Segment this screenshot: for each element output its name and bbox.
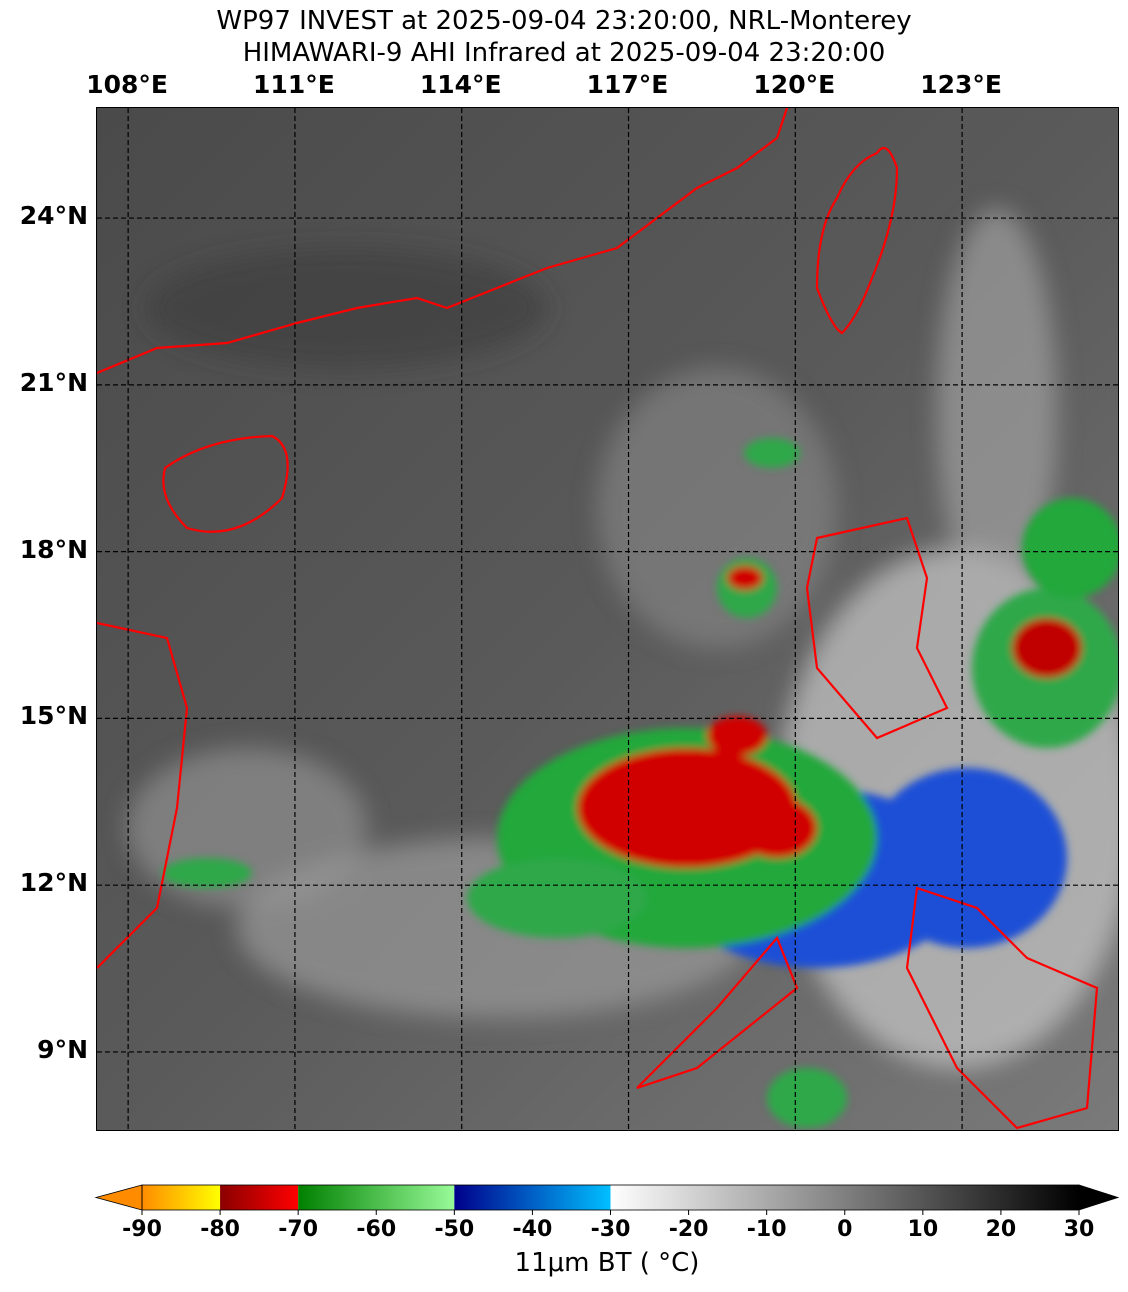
colorbar-tick-label: -60 bbox=[356, 1217, 397, 1242]
lat-tick-label: 18°N bbox=[19, 534, 88, 564]
colorbar-tick-label: -90 bbox=[122, 1217, 162, 1242]
lon-tick-label: 114°E bbox=[419, 70, 502, 99]
colorbar-tick-label: 0 bbox=[837, 1217, 853, 1242]
lat-tick-label: 21°N bbox=[19, 367, 88, 397]
lat-tick-label: 15°N bbox=[19, 701, 88, 731]
figure-title-line2: HIMAWARI-9 AHI Infrared at 2025-09-04 23… bbox=[242, 38, 886, 68]
colorbar-extend-min bbox=[94, 1184, 143, 1211]
colorbar-tick-label: -70 bbox=[278, 1217, 319, 1242]
satellite-image-map bbox=[96, 107, 1119, 1131]
colorbar-tick-label: -50 bbox=[434, 1217, 475, 1242]
lat-tick-label: 12°N bbox=[19, 868, 88, 898]
gridlines bbox=[97, 108, 1118, 1130]
colorbar-segment bbox=[220, 1185, 299, 1210]
convective-clouds bbox=[162, 438, 1118, 1128]
colorbar-extend-max bbox=[1078, 1184, 1120, 1211]
figure-title-line1: WP97 INVEST at 2025-09-04 23:20:00, NRL-… bbox=[216, 6, 912, 36]
coastlines bbox=[97, 108, 1099, 1130]
lat-tick-label: 24°N bbox=[19, 201, 88, 231]
colorbar bbox=[94, 1184, 1120, 1215]
colorbar-segment bbox=[298, 1185, 455, 1210]
lon-tick-label: 117°E bbox=[586, 70, 669, 99]
colorbar-tick-label: 10 bbox=[907, 1217, 939, 1242]
lat-tick-label: 9°N bbox=[37, 1034, 88, 1064]
colorbar-tick-label: 20 bbox=[985, 1217, 1017, 1242]
lon-tick-label: 120°E bbox=[753, 70, 836, 99]
colorbar-tick-label: -20 bbox=[668, 1217, 709, 1242]
colorbar-label: 11μm BT ( °C) bbox=[514, 1248, 700, 1278]
colorbar-tick-label: -30 bbox=[590, 1217, 631, 1242]
colorbar-tick-label: -10 bbox=[746, 1217, 787, 1242]
colorbar-segment bbox=[454, 1185, 611, 1210]
colorbar-segment bbox=[610, 1185, 1079, 1210]
colorbar-segment bbox=[142, 1185, 221, 1210]
lon-tick-label: 111°E bbox=[253, 70, 335, 99]
colorbar-tick-label: -80 bbox=[200, 1217, 240, 1242]
infrared-imagery bbox=[97, 108, 1118, 1130]
colorbar-tick-label: 30 bbox=[1063, 1217, 1095, 1242]
lon-tick-label: 123°E bbox=[920, 70, 1002, 99]
lon-tick-label: 108°E bbox=[86, 70, 169, 99]
colorbar-tick-label: -40 bbox=[512, 1217, 553, 1242]
